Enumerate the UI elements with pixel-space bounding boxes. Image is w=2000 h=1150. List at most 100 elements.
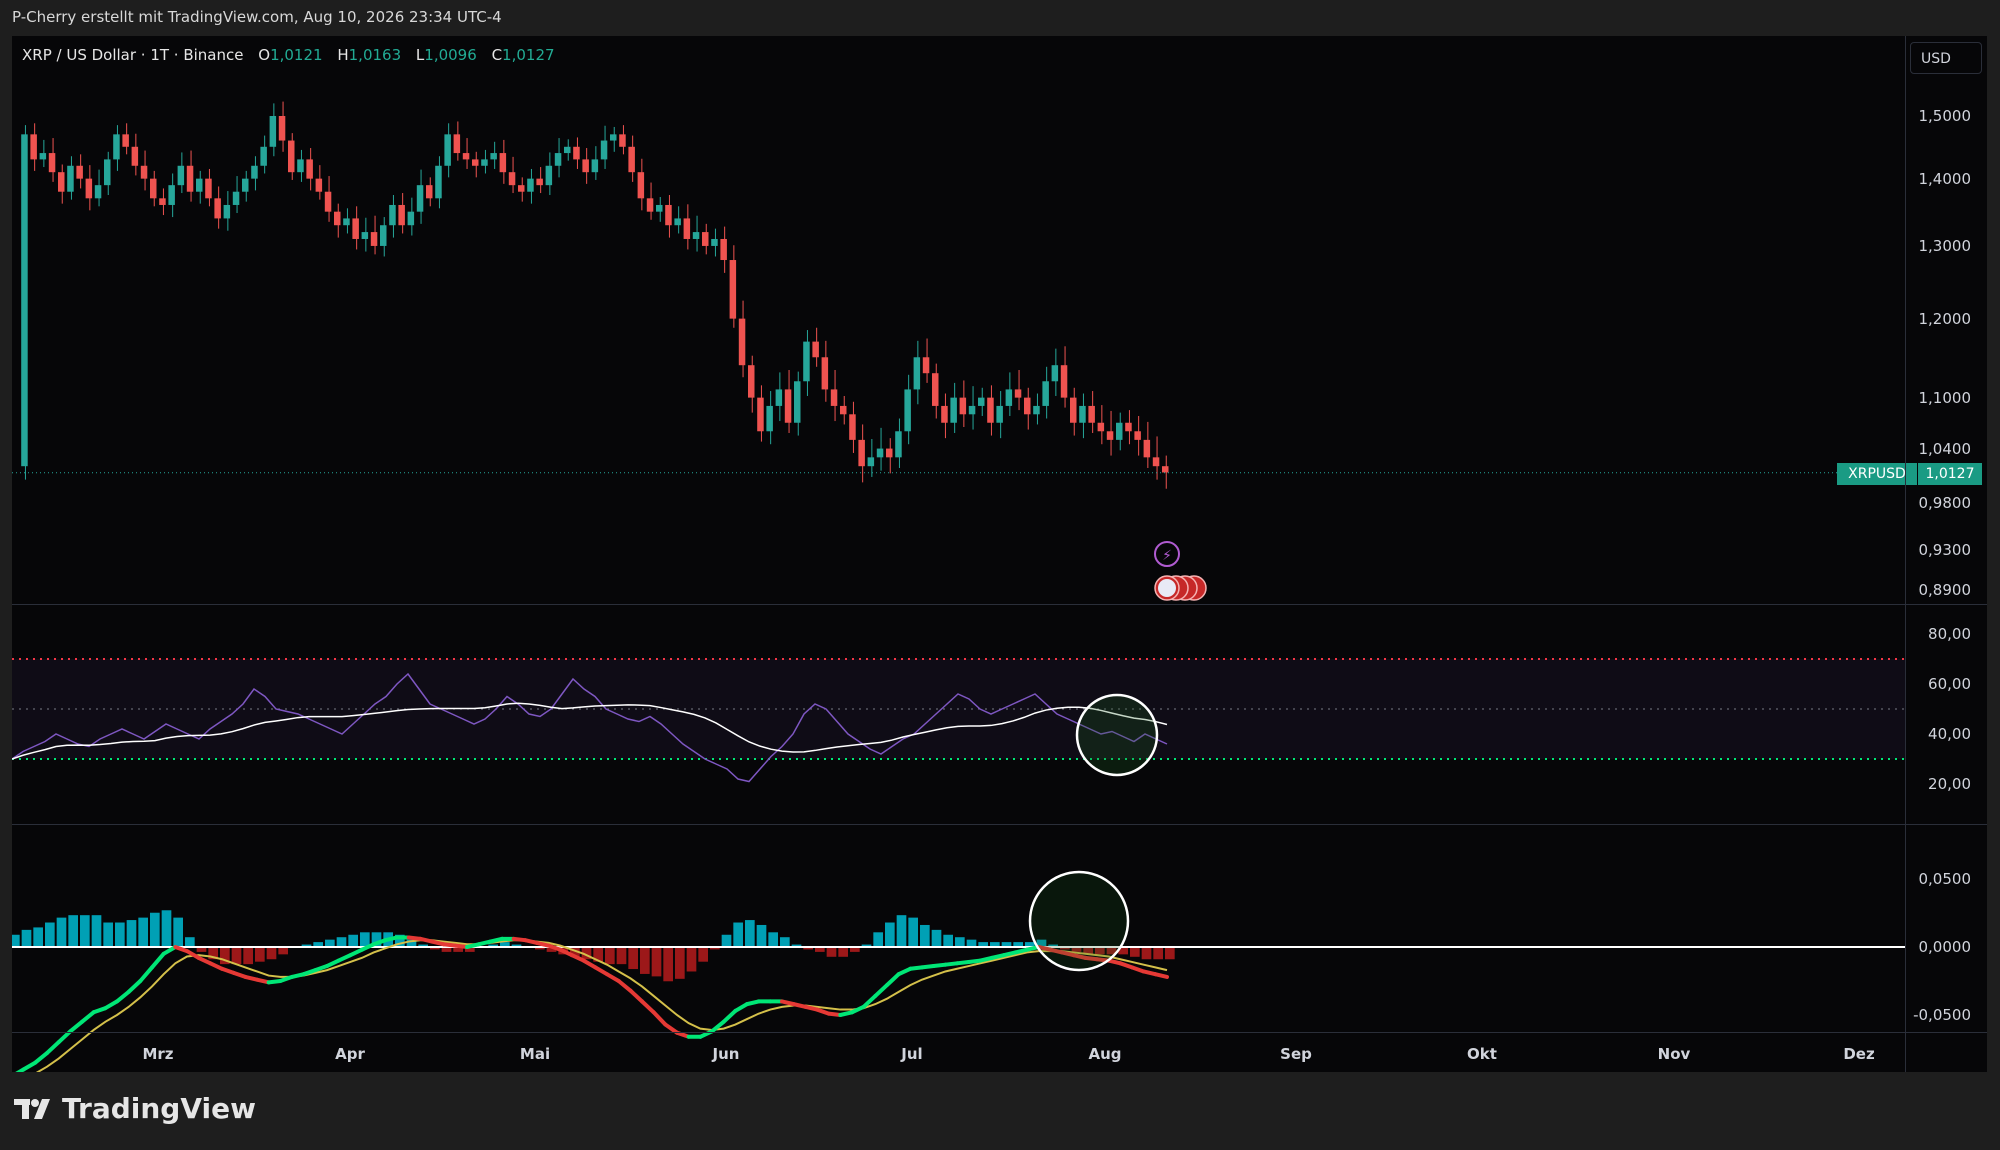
price-axis-tick: 1,3000: [1918, 236, 1972, 255]
macd-histogram-bar: [698, 947, 708, 962]
time-axis-tick: Jun: [712, 1045, 740, 1063]
macd-line-segment: [360, 942, 376, 952]
candle-body: [1106, 431, 1114, 440]
candle-body: [260, 146, 267, 166]
candle-body: [913, 357, 921, 390]
macd-histogram-bar: [173, 917, 183, 947]
macd-line-segment: [873, 983, 889, 998]
macd-histogram-bar: [453, 947, 463, 952]
candle-body: [444, 134, 451, 166]
macd-line-segment: [348, 947, 364, 958]
macd-line-segment: [185, 949, 201, 960]
candle-body: [21, 134, 28, 467]
candle-body: [941, 405, 948, 423]
macd-histogram-bar: [1141, 947, 1152, 960]
candle-body: [840, 405, 847, 415]
macd-histogram-bar: [1025, 942, 1035, 947]
candle-body: [196, 178, 203, 192]
macd-histogram-bar: [570, 947, 580, 957]
chart-canvas[interactable]: ⚡: [12, 36, 1987, 1072]
candle-body: [968, 405, 976, 415]
macd-histogram-bar: [21, 929, 32, 947]
macd-histogram-bar: [733, 922, 743, 947]
macd-line-segment: [301, 968, 318, 977]
macd-histogram-bar: [990, 942, 1000, 947]
macd-line-segment: [173, 945, 189, 954]
price-axis-tick: 1,4000: [1918, 169, 1972, 188]
time-axis-tick: Aug: [1088, 1045, 1122, 1063]
candle-body: [67, 165, 74, 192]
candle-body: [168, 185, 175, 205]
candle-body: [426, 185, 433, 199]
candle-body: [1051, 365, 1059, 382]
pane-separator[interactable]: [12, 1032, 1987, 1033]
macd-histogram-bar: [756, 924, 767, 947]
macd-histogram-bar: [955, 937, 965, 947]
price-axis-tick: 1,1000: [1918, 388, 1972, 407]
macd-histogram-bar: [115, 922, 125, 947]
time-axis-tick: Apr: [335, 1045, 365, 1063]
chart-frame[interactable]: ⚡ XRP / US Dollar · 1T · Binance O1,0121…: [12, 36, 1987, 1072]
symbol-title[interactable]: XRP / US Dollar · 1T · Binance: [22, 46, 244, 64]
macd-histogram-bar: [33, 927, 43, 947]
candle-body: [766, 405, 773, 432]
candle-body: [297, 159, 304, 173]
pane-separator[interactable]: [12, 824, 1987, 825]
macd-line-segment: [15, 1067, 26, 1072]
macd-line-segment: [196, 955, 213, 966]
macd-histogram-bar: [885, 922, 895, 947]
candle-body: [416, 185, 424, 212]
candle-body: [223, 204, 231, 219]
macd-line-segment: [371, 938, 388, 947]
macd-histogram-bar: [651, 947, 662, 977]
macd-line-segment: [710, 1019, 726, 1034]
macd-histogram-bar: [360, 932, 370, 947]
pane-separator[interactable]: [12, 604, 1987, 605]
currency-button[interactable]: USD: [1910, 42, 1982, 74]
candle-body: [849, 414, 856, 440]
macd-histogram-bar: [45, 922, 55, 947]
candle-body: [490, 153, 497, 160]
price-axis-tick: 1,5000: [1918, 107, 1972, 125]
macd-histogram-bar: [815, 947, 825, 952]
candle-body: [186, 165, 194, 192]
candle-body: [554, 153, 562, 166]
candle-body: [1134, 431, 1141, 440]
candle-body: [361, 232, 369, 239]
macd-histogram-bar: [1013, 942, 1023, 947]
rsi-ma-line: [12, 702, 1168, 760]
macd-histogram-bar: [348, 934, 358, 947]
macd-line-segment: [91, 1006, 108, 1015]
macd-histogram-bar: [791, 944, 802, 947]
candle-body: [242, 178, 249, 192]
candle-body: [324, 191, 332, 212]
candle-body: [720, 238, 727, 261]
candle-body: [232, 191, 240, 205]
macd-histogram-bar: [243, 947, 253, 965]
candle-body: [315, 178, 323, 192]
candle-body: [996, 405, 1003, 423]
time-axis-tick: Dez: [1843, 1045, 1875, 1063]
macd-histogram-bar: [1095, 947, 1105, 955]
candle-body: [398, 204, 405, 226]
candle-body: [711, 238, 718, 246]
candle-body: [858, 439, 865, 467]
tradingview-brand[interactable]: TradingView: [14, 1092, 256, 1125]
candle-body: [85, 178, 93, 199]
candle-body: [94, 185, 102, 199]
time-axis-tick: Okt: [1467, 1045, 1497, 1063]
macd-histogram-bar: [1048, 944, 1058, 947]
candle-body: [113, 134, 120, 160]
candle-body: [683, 218, 691, 239]
macd-histogram-bar: [511, 944, 522, 947]
macd-histogram-bar: [278, 947, 288, 955]
macd-line-segment: [896, 966, 913, 977]
macd-histogram-bar: [126, 920, 137, 947]
macd-histogram-bar: [978, 942, 988, 947]
macd-histogram-bar: [208, 947, 218, 960]
macd-histogram-bar: [68, 915, 78, 947]
macd-line-segment: [663, 1022, 679, 1035]
macd-line-segment: [208, 961, 224, 971]
macd-histogram-bar: [161, 910, 172, 947]
macd-line-segment: [68, 1019, 84, 1034]
